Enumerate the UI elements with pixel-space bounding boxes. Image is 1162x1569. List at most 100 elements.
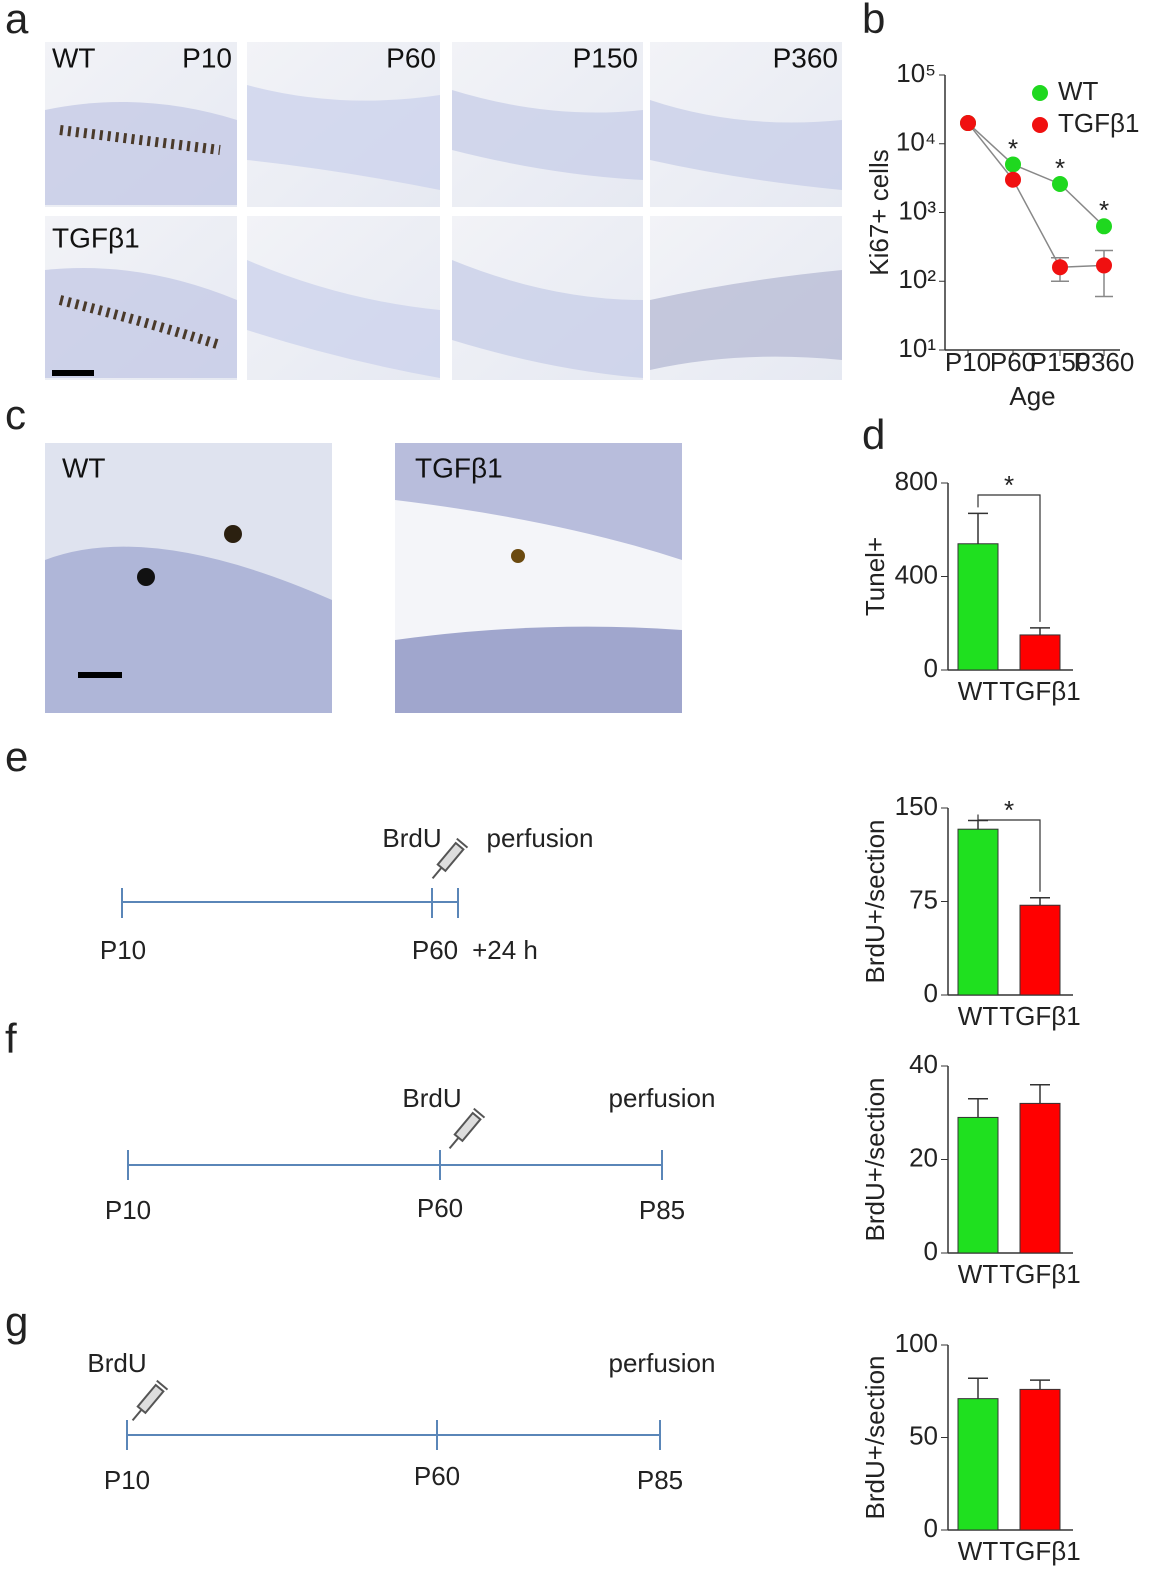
y-tick-label: 0 [924,1236,938,1266]
bar [957,1116,999,1254]
y-tick-label: 800 [895,466,938,496]
image-label: P360 [773,42,838,73]
y-tick-label: 0 [924,653,938,683]
image-label: P150 [573,42,638,73]
legend-marker [1032,85,1048,101]
x-tick-label: WT [958,1001,999,1031]
y-tick-label: 10⁵ [896,58,936,88]
y-tick-label: 20 [909,1142,938,1172]
error-bar [1030,897,1050,906]
y-tick-label: 50 [909,1420,938,1450]
timeline-label: +24 h [472,935,538,965]
timeline-label: P85 [639,1195,685,1225]
panel-letter: a [5,0,29,42]
x-tick-label: TGFβ1 [999,1259,1080,1289]
error-bar [1030,1379,1050,1390]
panel-letter: d [862,411,885,458]
marker [1052,259,1068,276]
error-bar [968,512,988,544]
marker [960,115,976,132]
x-tick-label: WT [958,1536,999,1566]
x-tick-label: TGFβ1 [999,1001,1080,1031]
error-bar [1030,627,1050,635]
timeline-label: P60 [412,935,458,965]
x-tick-label: P10 [945,347,991,377]
x-tick-label: TGFβ1 [999,676,1080,706]
panel-letter: c [5,391,26,438]
y-tick-label: 0 [924,1513,938,1543]
y-tick-label: 10¹ [898,333,936,363]
timeline-label: BrdU [402,1083,461,1113]
y-axis-label: Ki67+ cells [864,149,894,275]
series-line [967,122,1105,268]
marker [1096,218,1112,235]
image-label: TGFβ1 [415,452,503,483]
marker [1005,171,1021,188]
series-line [967,122,1105,227]
y-axis-label: BrdU+/section [860,819,890,983]
y-axis-label: BrdU+/section [860,1077,890,1241]
significance-bracket [977,494,1041,622]
significance: * [1008,133,1018,163]
significance: * [1004,795,1014,825]
significance-bracket [977,814,1041,892]
legend-label: WT [1058,76,1099,106]
y-tick-label: 75 [909,884,938,914]
panel-letter: b [862,0,885,42]
x-tick-label: WT [958,676,999,706]
marker [1096,257,1112,274]
bar [957,543,999,671]
bar [1019,904,1061,996]
legend-label: TGFβ1 [1058,108,1139,138]
image-label: WT [52,42,96,73]
timeline-label: BrdU [87,1348,146,1378]
error-bar [968,1097,988,1118]
y-tick-label: 0 [924,978,938,1008]
image-label: WT [62,452,106,483]
y-tick-label: 10² [898,264,936,294]
timeline [126,1379,661,1450]
timeline-label: P60 [417,1193,463,1223]
y-tick-label: 10⁴ [896,127,936,157]
bar [957,828,999,996]
panel-letter: e [5,733,28,780]
timeline [121,837,469,918]
panel-letter: f [5,1015,17,1062]
y-axis-label: BrdU+/section [860,1355,890,1519]
bar [1019,634,1061,671]
x-tick-label: P150 [1030,347,1091,377]
micrographs-a [45,42,842,380]
y-tick-label: 100 [895,1328,938,1358]
panel-letter: g [5,1298,28,1345]
significance: * [1004,470,1014,500]
y-tick-label: 400 [895,559,938,589]
legend-marker [1032,117,1048,133]
x-tick-label: WT [958,1259,999,1289]
timeline-label: perfusion [609,1083,716,1113]
timeline-label: perfusion [487,823,594,853]
x-tick-label: P60 [990,347,1036,377]
x-axis-label: Age [1009,381,1055,411]
error-bar [1030,1083,1050,1104]
micrographs-c [45,443,682,713]
bar [957,1398,999,1531]
timeline-label: P10 [104,1465,150,1495]
significance: * [1099,195,1109,225]
x-tick-label: TGFβ1 [999,1536,1080,1566]
timeline-label: P60 [414,1461,460,1491]
y-axis-label: Tunel+ [860,537,890,616]
error-bar [968,819,988,830]
y-tick-label: 10³ [898,195,936,225]
bar [1019,1102,1061,1254]
timeline-label: perfusion [609,1348,716,1378]
marker [1005,156,1021,173]
timeline-label: P10 [100,935,146,965]
image-label: TGFβ1 [52,222,140,253]
y-tick-label: 150 [895,791,938,821]
image-label: P10 [182,42,232,73]
bar [1019,1388,1061,1531]
significance: * [1055,153,1065,183]
timeline-label: P10 [105,1195,151,1225]
x-tick-label: P360 [1074,347,1135,377]
